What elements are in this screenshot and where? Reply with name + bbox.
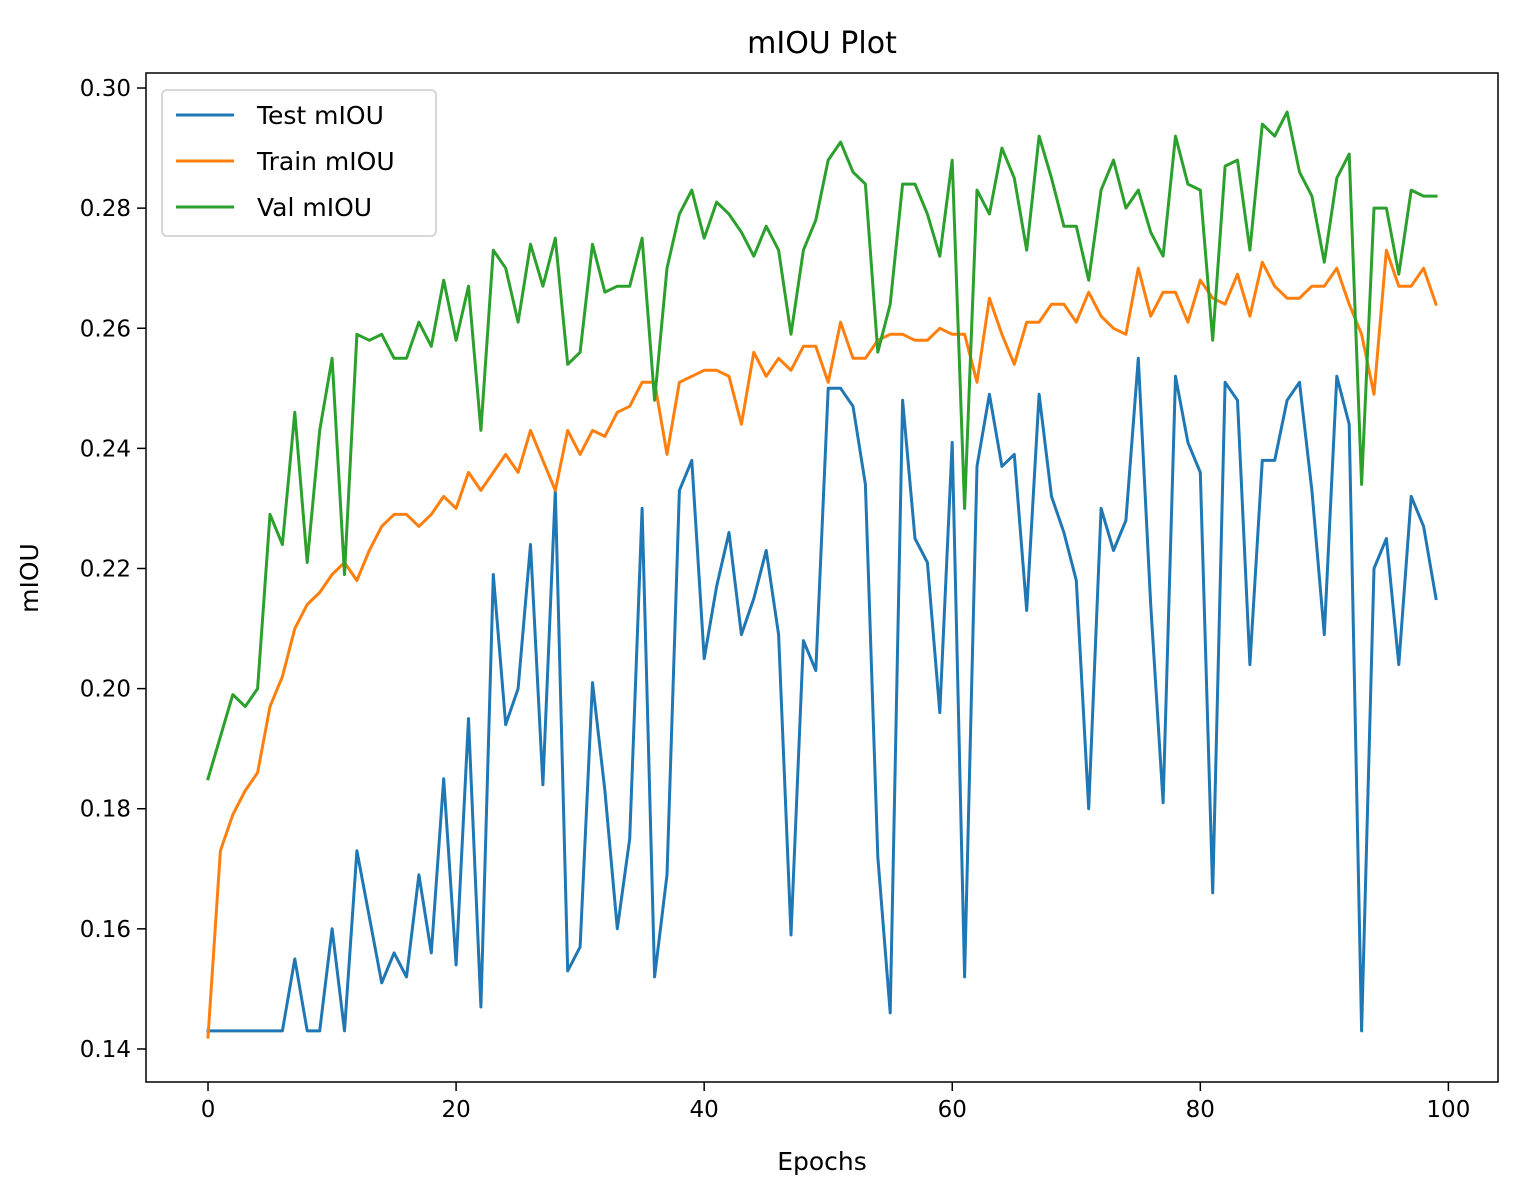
y-tick-label: 0.24 [80,436,131,462]
legend-label-test-miou: Test mIOU [256,101,384,130]
y-tick-label: 0.28 [80,196,131,222]
x-tick-label: 100 [1426,1097,1470,1123]
y-axis-label: mIOU [15,543,44,613]
series-line-test-miou [206,356,1438,1033]
legend-box [161,89,437,237]
y-tick-label: 0.22 [80,556,131,582]
x-tick-label: 20 [441,1097,470,1123]
legend-label-train-miou: Train mIOU [256,147,395,176]
y-tick-label: 0.14 [80,1037,131,1063]
y-tick-label: 0.26 [80,316,131,342]
axes-frame [145,72,1499,1083]
legend-label-val-miou: Val mIOU [257,193,372,222]
x-tick-label: 0 [201,1097,216,1123]
x-axis-label: Epochs [777,1147,867,1176]
y-tick-label: 0.16 [80,917,131,943]
legend: Test mIOU Train mIOU Val mIOU [161,89,437,237]
series-line-val-miou [206,110,1438,781]
x-tick-label: 60 [938,1097,967,1123]
axis-ticks: 0 20 40 60 80 100 0.14 0.16 0.18 0.20 0.22 0.24 0.26… [80,76,1471,1123]
x-tick-label: 40 [690,1097,719,1123]
y-tick-label: 0.20 [80,677,131,703]
series-line-train-miou [206,248,1438,1039]
y-tick-label: 0.18 [80,797,131,823]
chart-title: mIOU Plot [747,26,897,61]
y-tick-label: 0.30 [80,76,131,102]
x-tick-label: 80 [1186,1097,1215,1123]
series-lines [206,110,1438,1039]
